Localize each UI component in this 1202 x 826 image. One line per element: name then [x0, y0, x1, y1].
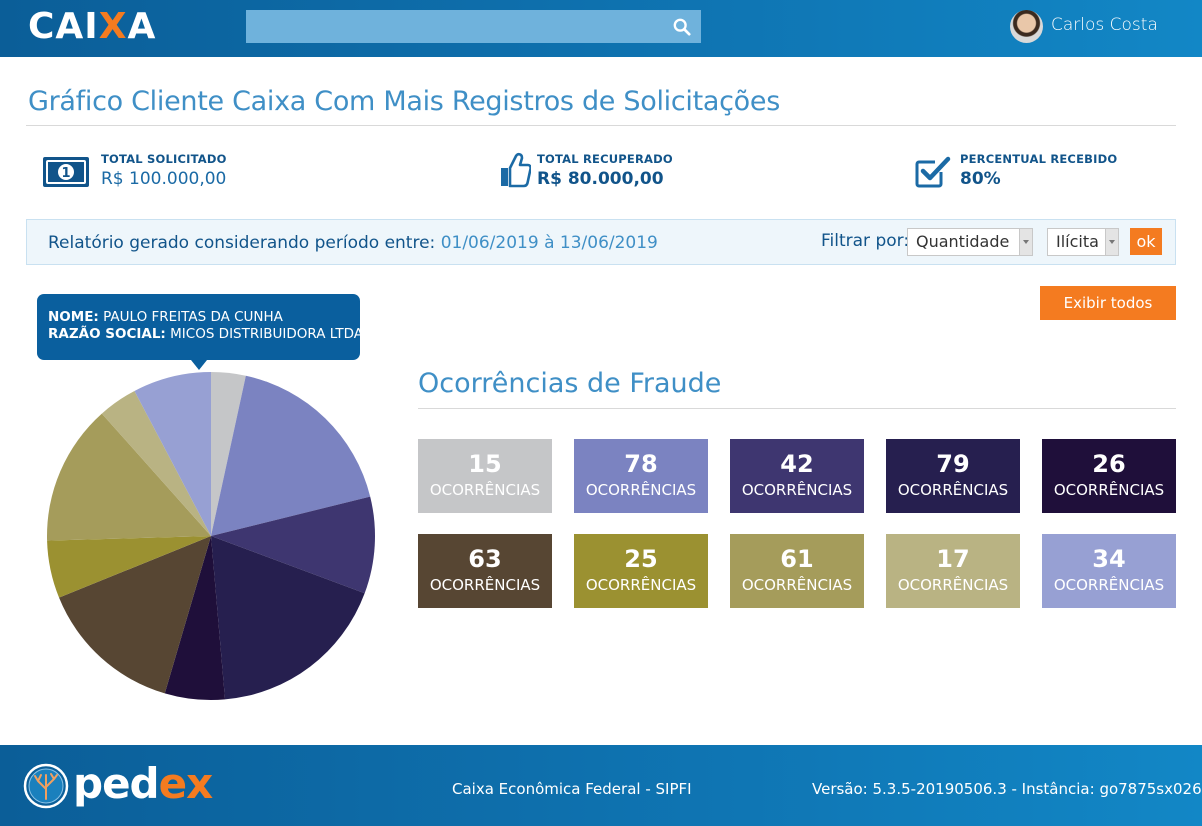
tooltip-name: NOME: PAULO FREITAS DA CUNHA: [48, 309, 283, 325]
occurrence-tile[interactable]: 79 OCORRÊNCIAS: [886, 439, 1020, 513]
occurrence-tile[interactable]: 61 OCORRÊNCIAS: [730, 534, 864, 608]
pie-slice[interactable]: [211, 496, 375, 594]
search-icon[interactable]: [673, 18, 691, 36]
caixa-logo[interactable]: CAIXA: [28, 6, 157, 47]
pie-slice[interactable]: [134, 372, 211, 536]
pie-slice[interactable]: [47, 536, 211, 598]
stat-value: 80%: [960, 169, 1001, 189]
occurrence-caption: OCORRÊNCIAS: [429, 576, 541, 594]
filter-category-select[interactable]: Ilícita: [1047, 228, 1119, 256]
occurrence-caption: OCORRÊNCIAS: [429, 481, 541, 499]
occurrence-count: 34: [1092, 545, 1126, 573]
occurrence-count: 15: [468, 450, 502, 478]
client-tooltip: NOME: PAULO FREITAS DA CUNHA RAZÃO SOCIA…: [37, 294, 363, 370]
chevron-down-icon[interactable]: [1105, 229, 1118, 255]
occurrence-caption: OCORRÊNCIAS: [741, 576, 853, 594]
ok-button[interactable]: ok: [1130, 228, 1162, 255]
report-date-range: 01/06/2019 à 13/06/2019: [440, 233, 658, 253]
tooltip-name-value: PAULO FREITAS DA CUNHA: [103, 309, 283, 325]
pie-slice[interactable]: [211, 536, 365, 700]
footer-version: Versão: 5.3.5-20190506.3 - Instância: go…: [812, 780, 1202, 798]
filter-category-value: Ilícita: [1056, 232, 1099, 251]
occurrence-count: 63: [468, 545, 502, 573]
occurrence-tile[interactable]: 34 OCORRÊNCIAS: [1042, 534, 1176, 608]
pie-slice[interactable]: [164, 536, 226, 700]
occurrence-caption: OCORRÊNCIAS: [585, 481, 697, 499]
filter-type-select[interactable]: Quantidade: [907, 228, 1033, 256]
thumbs-up-icon: [501, 152, 531, 188]
occurrence-tile[interactable]: 26 OCORRÊNCIAS: [1042, 439, 1176, 513]
stat-label: TOTAL SOLICITADO: [101, 152, 227, 166]
occurrence-caption: OCORRÊNCIAS: [585, 576, 697, 594]
search-box: [246, 10, 701, 43]
fraud-pie-chart[interactable]: [40, 365, 382, 707]
tree-logo-icon: [23, 763, 69, 809]
occurrence-count: 61: [780, 545, 814, 573]
footer: pedex Caixa Econômica Federal - SIPFI Ve…: [0, 745, 1202, 826]
checkbox-icon: [915, 156, 951, 188]
money-bill-icon: 1: [43, 157, 89, 187]
user-name[interactable]: Carlos Costa: [1051, 15, 1158, 35]
tooltip-caret: [191, 360, 207, 370]
tooltip-company-value: MICOS DISTRIBUIDORA LTDA: [170, 326, 364, 342]
page-title: Gráfico Cliente Caixa Com Mais Registros…: [28, 86, 780, 117]
report-period-label: Relatório gerado considerando período en…: [48, 233, 436, 253]
user-avatar[interactable]: [1010, 10, 1043, 43]
pie-slice[interactable]: [59, 536, 211, 694]
title-divider: [26, 125, 1176, 126]
occurrence-caption: OCORRÊNCIAS: [1053, 576, 1165, 594]
pie-slice[interactable]: [211, 372, 246, 536]
tooltip-company: RAZÃO SOCIAL: MICOS DISTRIBUIDORA LTDA: [48, 326, 363, 342]
pie-slice[interactable]: [211, 375, 371, 536]
occurrence-caption: OCORRÊNCIAS: [1053, 481, 1165, 499]
search-input[interactable]: [246, 10, 686, 43]
tooltip-company-label: RAZÃO SOCIAL:: [48, 326, 166, 342]
stat-value: R$ 80.000,00: [537, 169, 664, 189]
section-title: Ocorrências de Fraude: [418, 368, 722, 399]
stat-label: PERCENTUAL RECEBIDO: [960, 152, 1118, 166]
occurrence-count: 25: [624, 545, 658, 573]
occurrence-caption: OCORRÊNCIAS: [741, 481, 853, 499]
occurrence-tile[interactable]: 25 OCORRÊNCIAS: [574, 534, 708, 608]
report-filter-bar: Relatório gerado considerando período en…: [26, 219, 1176, 265]
occurrence-caption: OCORRÊNCIAS: [897, 481, 1009, 499]
top-header: CAIXA Carlos Costa: [0, 0, 1202, 57]
occurrence-tile[interactable]: 78 OCORRÊNCIAS: [574, 439, 708, 513]
stat-value: R$ 100.000,00: [101, 169, 227, 189]
occurrence-count: 17: [936, 545, 970, 573]
tooltip-name-label: NOME:: [48, 309, 99, 325]
occurrence-caption: OCORRÊNCIAS: [897, 576, 1009, 594]
pie-slice[interactable]: [47, 413, 211, 541]
svg-text:1: 1: [61, 166, 70, 181]
pie-slice[interactable]: [101, 390, 211, 536]
filter-type-value: Quantidade: [916, 232, 1010, 251]
occurrence-count: 78: [624, 450, 658, 478]
filter-label: Filtrar por:: [821, 231, 910, 251]
occurrence-tile[interactable]: 42 OCORRÊNCIAS: [730, 439, 864, 513]
report-period: Relatório gerado considerando período en…: [48, 233, 658, 253]
footer-organization: Caixa Econômica Federal - SIPFI: [452, 780, 692, 798]
stat-label: TOTAL RECUPERADO: [537, 152, 673, 166]
occurrence-tile[interactable]: 15 OCORRÊNCIAS: [418, 439, 552, 513]
show-all-button[interactable]: Exibir todos: [1040, 286, 1176, 320]
chevron-down-icon[interactable]: [1019, 229, 1032, 255]
occurrence-count: 26: [1092, 450, 1126, 478]
occurrence-count: 79: [936, 450, 970, 478]
occurrence-count: 42: [780, 450, 814, 478]
occurrence-tile[interactable]: 17 OCORRÊNCIAS: [886, 534, 1020, 608]
section-divider: [418, 408, 1176, 409]
occurrence-tile[interactable]: 63 OCORRÊNCIAS: [418, 534, 552, 608]
pedex-logo: pedex: [73, 759, 213, 808]
